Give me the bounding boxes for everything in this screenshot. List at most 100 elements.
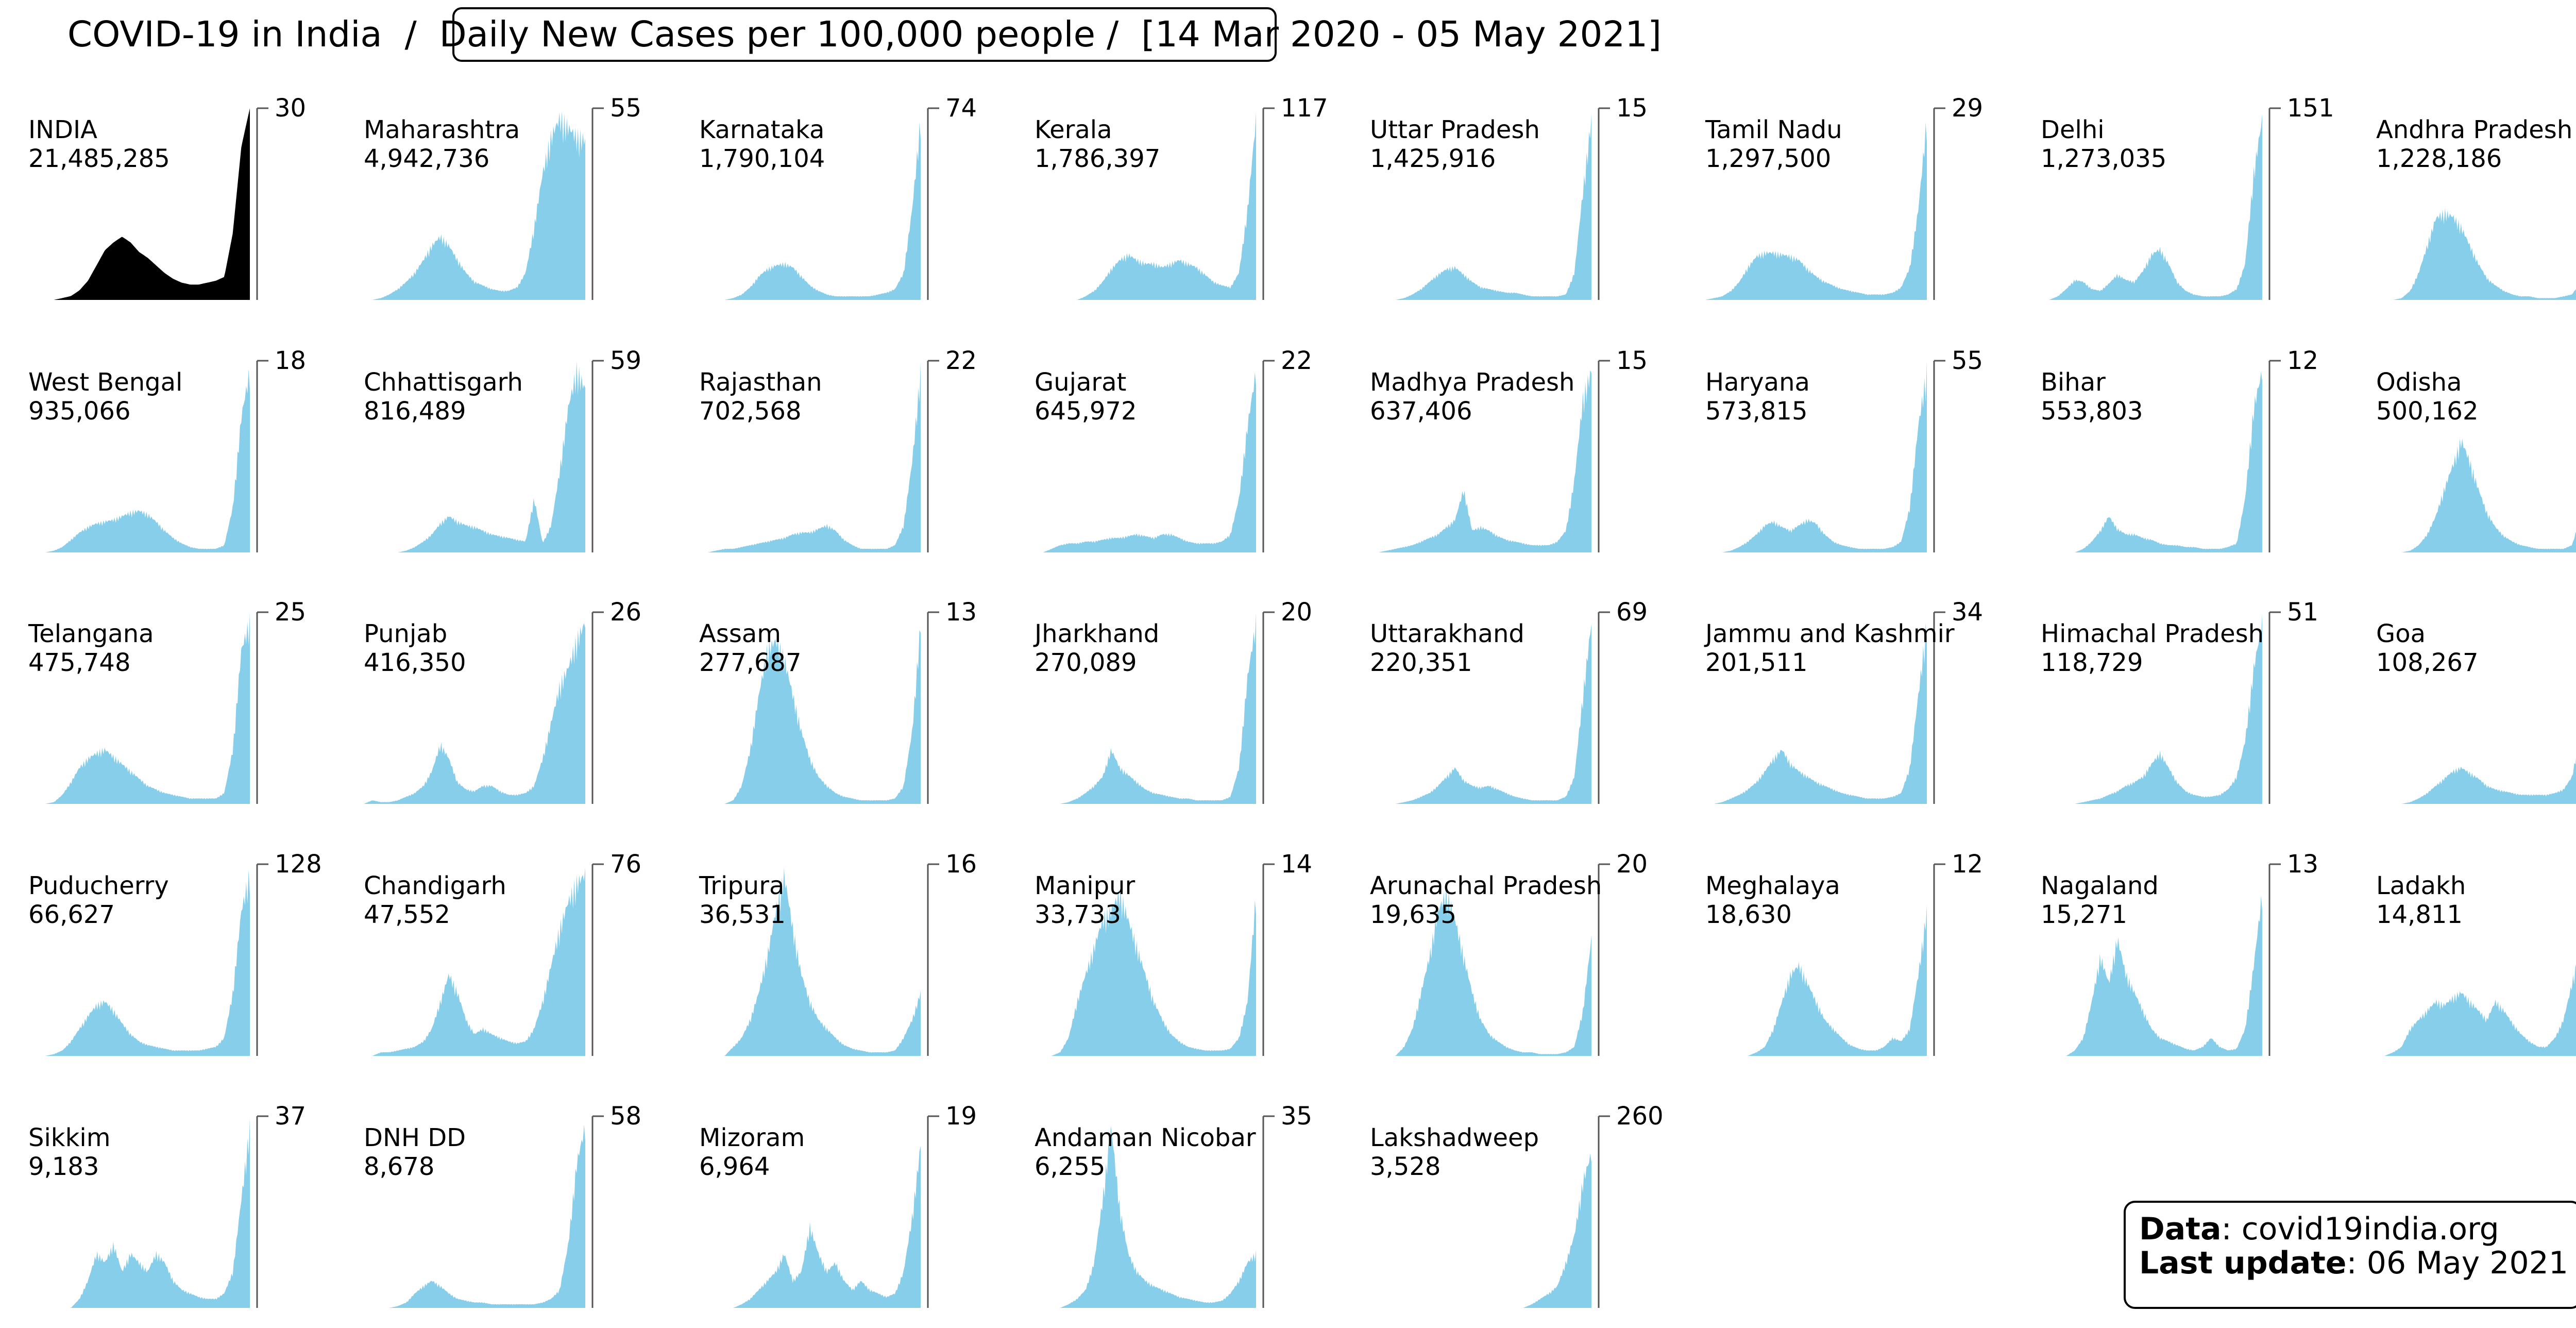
ymax-label-tamil-nadu: 29 <box>1952 94 1983 123</box>
cases-area-gujarat <box>1035 372 1256 552</box>
cases-area-tripura <box>699 867 921 1056</box>
state-name-sikkim: Sikkim <box>28 1123 111 1152</box>
state-name-haryana: Haryana <box>1705 368 1810 397</box>
ymax-label-uttarakhand: 69 <box>1616 598 1648 627</box>
state-name-andhra-pradesh: Andhra Pradesh <box>2376 115 2572 144</box>
state-name-delhi: Delhi <box>2041 115 2105 144</box>
cases-area-puducherry <box>28 869 250 1056</box>
last-update-label: Last update <box>2139 1245 2347 1281</box>
ymax-label-telangana: 25 <box>275 598 306 627</box>
cases-area-kerala <box>1035 111 1256 300</box>
ymax-label-arunachal-pradesh: 20 <box>1616 850 1648 879</box>
state-total-punjab: 416,350 <box>364 648 466 677</box>
state-name-gujarat: Gujarat <box>1035 368 1126 397</box>
state-total-goa: 108,267 <box>2376 648 2479 677</box>
cases-area-nagaland <box>2041 895 2262 1056</box>
state-total-meghalaya: 18,630 <box>1705 900 1792 929</box>
ymax-label-dnh-dd: 58 <box>610 1102 641 1131</box>
state-name-telangana: Telangana <box>28 619 154 648</box>
state-total-uttarakhand: 220,351 <box>1370 648 1472 677</box>
state-total-lakshadweep: 3,528 <box>1370 1152 1440 1181</box>
ymax-label-tripura: 16 <box>945 850 977 879</box>
cases-area-meghalaya <box>1705 905 1927 1056</box>
cases-area-andhra-pradesh <box>2376 208 2576 300</box>
source-info-box: Data: covid19india.org Last update: 06 M… <box>2124 1201 2576 1309</box>
ymax-label-meghalaya: 12 <box>1952 850 1983 879</box>
cases-area-maharashtra <box>364 111 585 300</box>
ymax-label-sikkim: 37 <box>275 1102 306 1131</box>
state-total-uttar-pradesh: 1,425,916 <box>1370 144 1496 173</box>
state-total-maharashtra: 4,942,736 <box>364 144 489 173</box>
state-name-meghalaya: Meghalaya <box>1705 871 1840 900</box>
cases-area-west-bengal <box>28 369 250 552</box>
ymax-label-uttar-pradesh: 15 <box>1616 94 1648 123</box>
cases-area-telangana <box>28 612 250 804</box>
cases-area-india <box>28 108 250 300</box>
state-name-chhattisgarh: Chhattisgarh <box>364 368 523 397</box>
state-name-rajasthan: Rajasthan <box>699 368 822 397</box>
state-name-india: INDIA <box>28 115 97 144</box>
state-name-kerala: Kerala <box>1035 115 1112 144</box>
cases-area-andaman-nicobar <box>1035 1125 1256 1308</box>
cases-area-bihar <box>2041 372 2262 552</box>
ymax-label-punjab: 26 <box>610 598 641 627</box>
state-name-himachal-pradesh: Himachal Pradesh <box>2041 619 2264 648</box>
ymax-label-himachal-pradesh: 51 <box>2287 598 2318 627</box>
state-name-puducherry: Puducherry <box>28 871 169 900</box>
cases-area-dnh-dd <box>364 1124 585 1308</box>
state-total-andhra-pradesh: 1,228,186 <box>2376 144 2502 173</box>
ymax-label-madhya-pradesh: 15 <box>1616 346 1648 375</box>
ymax-label-lakshadweep: 260 <box>1616 1102 1664 1131</box>
state-name-lakshadweep: Lakshadweep <box>1370 1123 1539 1152</box>
state-total-jharkhand: 270,089 <box>1035 648 1137 677</box>
cases-area-haryana <box>1705 361 1927 552</box>
state-name-uttarakhand: Uttarakhand <box>1370 619 1524 648</box>
state-name-uttar-pradesh: Uttar Pradesh <box>1370 115 1540 144</box>
ymax-label-gujarat: 22 <box>1281 346 1312 375</box>
ymax-label-chandigarh: 76 <box>610 850 641 879</box>
state-name-chandigarh: Chandigarh <box>364 871 506 900</box>
state-total-haryana: 573,815 <box>1705 397 1808 426</box>
cases-area-assam <box>699 630 921 804</box>
state-total-madhya-pradesh: 637,406 <box>1370 397 1472 426</box>
ymax-label-haryana: 55 <box>1952 346 1983 375</box>
ymax-label-puducherry: 128 <box>275 850 322 879</box>
cases-area-goa <box>2376 758 2576 804</box>
state-name-dnh-dd: DNH DD <box>364 1123 466 1152</box>
state-total-mizoram: 6,964 <box>699 1152 770 1181</box>
state-name-punjab: Punjab <box>364 619 447 648</box>
state-total-karnataka: 1,790,104 <box>699 144 825 173</box>
ymax-label-mizoram: 19 <box>945 1102 977 1131</box>
cases-area-madhya-pradesh <box>1370 370 1591 552</box>
ymax-label-jammu-and-kashmir: 34 <box>1952 598 1983 627</box>
cases-area-ladakh <box>2376 964 2576 1056</box>
state-total-telangana: 475,748 <box>28 648 131 677</box>
ymax-label-india: 30 <box>275 94 306 123</box>
state-name-madhya-pradesh: Madhya Pradesh <box>1370 368 1574 397</box>
state-total-ladakh: 14,811 <box>2376 900 2463 929</box>
panel-goa: 220Goa108,267 <box>2376 619 2576 804</box>
state-name-maharashtra: Maharashtra <box>364 115 520 144</box>
state-total-chhattisgarh: 816,489 <box>364 397 466 426</box>
state-total-andaman-nicobar: 6,255 <box>1035 1152 1105 1181</box>
state-name-tripura: Tripura <box>699 871 784 900</box>
state-total-delhi: 1,273,035 <box>2041 144 2166 173</box>
